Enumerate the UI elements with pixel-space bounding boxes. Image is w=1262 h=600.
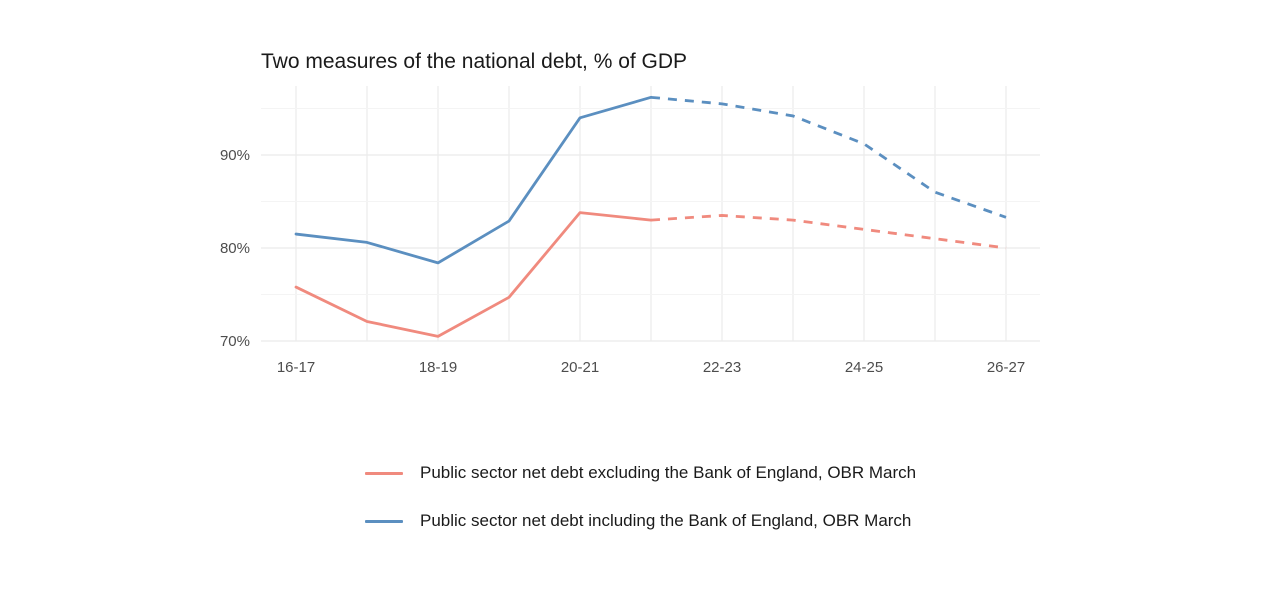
legend-swatch-excluding-boe bbox=[365, 471, 403, 475]
series-line-actual-1 bbox=[294, 95, 653, 265]
legend-label-including-boe: Public sector net debt including the Ban… bbox=[420, 511, 912, 530]
y-tick-label: 80% bbox=[220, 240, 250, 257]
legend-label-excluding-boe: Public sector net debt excluding the Ban… bbox=[420, 463, 917, 482]
x-tick-label: 26-27 bbox=[987, 359, 1025, 376]
x-tick-label: 20-21 bbox=[561, 359, 599, 376]
legend: Public sector net debt excluding the Ban… bbox=[365, 460, 916, 556]
series-lines bbox=[294, 95, 1007, 338]
y-tick-label: 90% bbox=[220, 147, 250, 164]
legend-item-excluding-boe: Public sector net debt excluding the Ban… bbox=[365, 460, 916, 486]
series-line-forecast-1 bbox=[650, 95, 1007, 219]
grid-lines bbox=[261, 86, 1040, 342]
x-tick-label: 16-17 bbox=[277, 359, 315, 376]
y-axis-ticks: 70% 80% 90% bbox=[220, 147, 250, 350]
series-line-forecast-0 bbox=[650, 214, 1007, 250]
chart-title: Two measures of the national debt, % of … bbox=[261, 50, 688, 73]
legend-swatch-including-boe bbox=[365, 519, 403, 523]
x-axis-ticks: 16-17 18-19 20-21 22-23 24-25 26-27 bbox=[277, 359, 1025, 376]
legend-item-including-boe: Public sector net debt including the Ban… bbox=[365, 508, 916, 534]
x-tick-label: 24-25 bbox=[845, 359, 883, 376]
y-tick-label: 70% bbox=[220, 333, 250, 350]
series-line-actual-0 bbox=[294, 211, 653, 338]
x-tick-label: 18-19 bbox=[419, 359, 457, 376]
x-tick-label: 22-23 bbox=[703, 359, 741, 376]
